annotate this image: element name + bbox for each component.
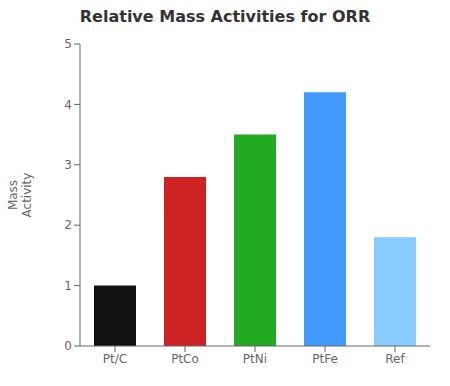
svg-text:Ref: Ref <box>385 352 405 366</box>
svg-text:Pt/C: Pt/C <box>103 352 127 366</box>
svg-text:PtFe: PtFe <box>312 352 338 366</box>
svg-text:2: 2 <box>64 218 72 232</box>
svg-text:PtNi: PtNi <box>243 352 267 366</box>
svg-text:PtCo: PtCo <box>171 352 199 366</box>
svg-text:5: 5 <box>64 37 72 51</box>
html-text:Relative Mass Activities for O: Relative Mass Activities for ORR <box>79 7 371 26</box>
svg-text:1: 1 <box>64 279 72 293</box>
svg-text:4: 4 <box>64 98 72 112</box>
svg-text:MassActivity: MassActivity <box>8 173 34 218</box>
svg-text:3: 3 <box>64 158 72 172</box>
svg-text:0: 0 <box>64 339 72 353</box>
